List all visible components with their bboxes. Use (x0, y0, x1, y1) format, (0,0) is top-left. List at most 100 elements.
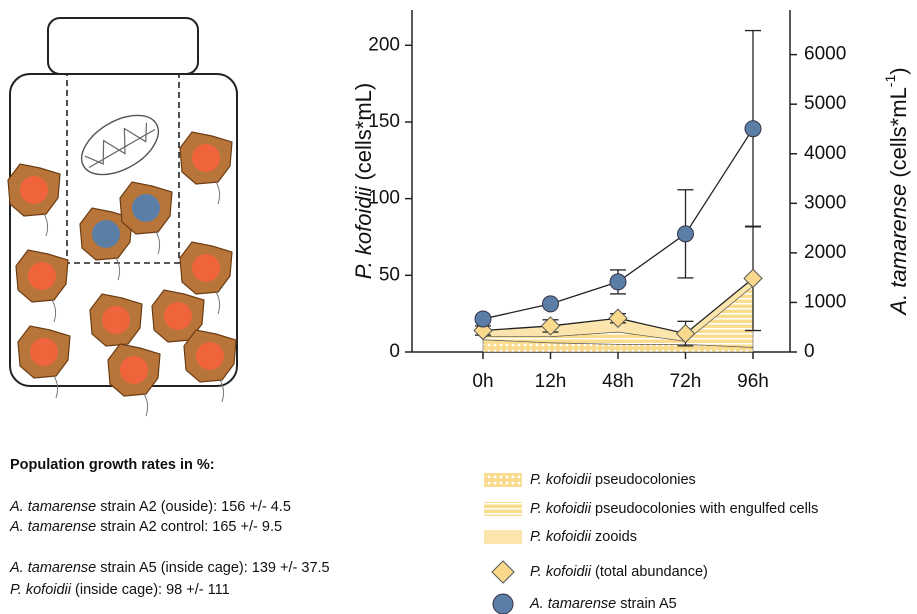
marker (677, 225, 694, 243)
notes: Population growth rates in %: A. tamarens… (9, 457, 330, 598)
note-line-italic: P. kofoidii (10, 582, 72, 598)
note-line-text: (inside cage): 98 +/- 111 (71, 582, 230, 598)
note-line-italic: A. tamarense (9, 519, 96, 535)
legend-label-italic: A. tamarense (529, 596, 616, 612)
y2-tick-label: 4000 (804, 143, 846, 164)
legend-swatch (492, 593, 514, 614)
x-tick-label: 96h (737, 371, 769, 392)
legend-label-text: zooids (591, 529, 637, 545)
y-tick-label: 50 (379, 264, 400, 285)
y2-axis-title-sup: -1 (882, 75, 898, 88)
y2-tick-label: 2000 (804, 242, 846, 263)
cell (17, 325, 71, 399)
y2-axis-title: A. tamarense (cells*mL-1) (882, 67, 911, 316)
y2-tick-label: 6000 (804, 44, 846, 65)
bottle-lid (47, 17, 199, 75)
marker (608, 308, 628, 328)
cell (7, 163, 61, 237)
legend-swatch (484, 473, 522, 487)
legend-label-italic: P. kofoidii (530, 564, 592, 580)
flagellum (51, 299, 57, 323)
x-tick-label: 72h (670, 371, 702, 392)
y-tick-label: 100 (368, 188, 400, 209)
x-tick-label: 0h (472, 371, 493, 392)
legend-swatch (484, 502, 522, 516)
note-line-text: strain A2 (ouside): 156 +/- 4.5 (96, 499, 291, 515)
nucleus (192, 254, 220, 282)
legend-label: P. kofoidii pseudocolonies (530, 472, 696, 488)
note-line: A. tamarense strain A2 (ouside): 156 +/-… (9, 499, 291, 515)
cells (7, 131, 237, 417)
cage (66, 73, 180, 264)
flagellum (219, 379, 225, 403)
nucleus (196, 342, 224, 370)
nucleus (192, 144, 220, 172)
y2-axis-title-italic: A. tamarense (886, 184, 911, 317)
y2-tick-label: 5000 (804, 93, 846, 114)
pseudocolony (80, 114, 160, 176)
flagellum (155, 231, 161, 255)
legend-swatch (484, 530, 522, 544)
y-tick-label: 200 (368, 34, 400, 55)
marker (542, 295, 559, 313)
cell (15, 249, 69, 323)
y2-axis-title-text: ) (886, 67, 911, 74)
flagellum (215, 181, 221, 205)
x-tick-label: 48h (602, 371, 634, 392)
cell (79, 207, 133, 281)
legend-label-italic: P. kofoidii (530, 501, 592, 517)
legend-label: P. kofoidii (total abundance) (530, 564, 708, 580)
cell (89, 293, 143, 367)
legend-label-text: pseudocolonies with engulfed cells (591, 501, 818, 517)
cell (179, 131, 233, 205)
legend-label-italic: P. kofoidii (530, 472, 592, 488)
flagellum (215, 291, 221, 315)
nucleus (102, 306, 130, 334)
notes-heading: Population growth rates in %: (10, 457, 215, 473)
note-line-text: strain A5 (inside cage): 139 +/- 37.5 (96, 560, 329, 576)
legend-label-text: (total abundance) (591, 564, 708, 580)
y-tick-label: 150 (368, 111, 400, 132)
flagellum (43, 213, 49, 237)
nucleus (164, 302, 192, 330)
marker (474, 310, 492, 328)
legend-label-text: strain A5 (616, 596, 676, 612)
note-line-italic: A. tamarense (9, 560, 96, 576)
y-axis-title-italic: P. kofoidii (351, 186, 376, 280)
cell (183, 329, 237, 403)
legend-swatch (491, 560, 515, 584)
y2-axis-title-text: (cells*mL (886, 87, 911, 184)
y-axis-title: P. kofoidii (cells*mL) (351, 83, 376, 279)
note-line: A. tamarense strain A2 control: 165 +/- … (9, 519, 282, 535)
marker (743, 268, 763, 289)
note-line-italic: A. tamarense (9, 499, 96, 515)
legend-label: P. kofoidii pseudocolonies with engulfed… (530, 501, 818, 517)
nucleus (30, 338, 58, 366)
nucleus (92, 220, 120, 248)
x-tick-label: 12h (535, 371, 567, 392)
y2-tick-label: 0 (804, 341, 815, 362)
marker (675, 323, 696, 344)
nucleus (132, 194, 160, 222)
cell (179, 241, 233, 315)
y-tick-label: 0 (389, 341, 400, 362)
cell (119, 181, 173, 255)
marker (540, 316, 561, 336)
note-line-text: strain A2 control: 165 +/- 9.5 (96, 519, 282, 535)
marker (744, 120, 762, 138)
y2-tick-label: 3000 (804, 192, 846, 213)
legend-label-italic: P. kofoidii (530, 529, 592, 545)
y-axis-title-text: (cells*mL) (351, 83, 376, 187)
nucleus (120, 356, 148, 384)
note-line: P. kofoidii (inside cage): 98 +/- 111 (10, 582, 230, 598)
nucleus (28, 262, 56, 290)
marker (609, 273, 627, 291)
flagellum (143, 393, 149, 417)
legend-label: A. tamarense strain A5 (529, 596, 677, 612)
flagellum (53, 375, 59, 399)
legend-label: P. kofoidii zooids (530, 529, 637, 545)
note-line: A. tamarense strain A5 (inside cage): 13… (9, 560, 330, 576)
